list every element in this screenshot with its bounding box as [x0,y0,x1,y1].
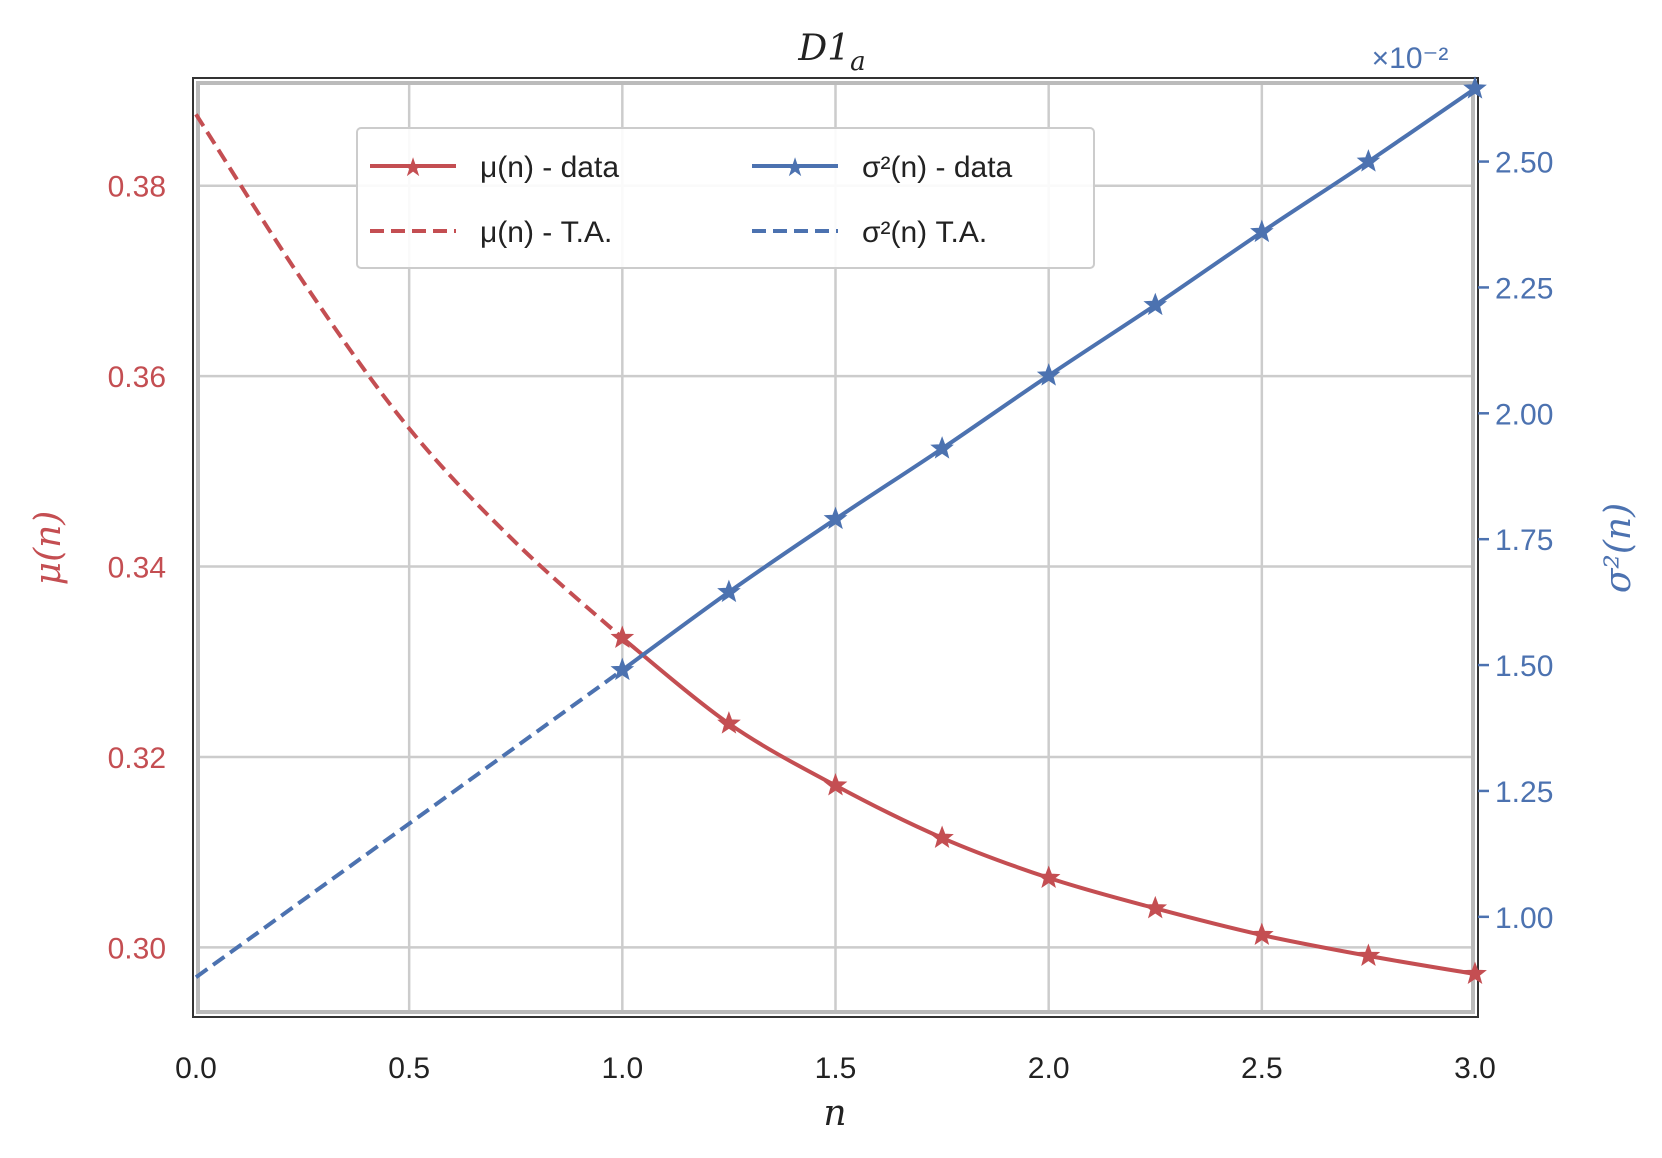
legend-star-sigma-data: ★ [783,153,806,183]
x-tick-label: 1.0 [601,1052,643,1085]
data-point-mu-data [823,773,848,796]
legend: ★ μ(n) - data μ(n) - T.A. ★ σ²(n) - data… [356,127,1095,269]
y-left-tick-label: 0.32 [108,742,166,775]
series-line-mu-ta [194,113,624,640]
data-point-sigma-data [1463,76,1487,99]
data-point-mu-data [1143,895,1168,919]
data-point-mu-data [1036,865,1061,888]
legend-label-mu-data: μ(n) - data [480,151,619,184]
data-point-sigma-data [823,506,848,530]
data-point-mu-data [717,711,741,734]
chart-title-main: D1 [797,28,850,69]
chart-title-subscript: a [850,47,866,77]
series-layer [194,76,1487,985]
legend-label-sigma-data: σ²(n) - data [862,151,1013,184]
legend-label-mu-ta: μ(n) - T.A. [480,216,612,249]
legend-label-sigma-ta: σ²(n) T.A. [862,216,987,249]
data-point-sigma-data [1250,219,1274,243]
series-line-sigma-ta [194,668,624,979]
data-point-mu-data [930,825,954,848]
y-right-tick-label: 1.50 [1495,650,1553,683]
data-point-sigma-data [1356,149,1381,172]
data-point-sigma-data [930,436,954,459]
y-left-tick-label: 0.38 [108,171,166,204]
legend-item-mu-data: ★ μ(n) - data [370,151,619,184]
y-right-axis-title: σ²(n) [1598,503,1639,593]
y-right-tick-label: 1.25 [1495,776,1553,809]
x-tick-label: 3.0 [1454,1052,1496,1085]
chart-title: D1a [797,28,865,77]
y-right-tick-label: 2.00 [1495,398,1553,431]
x-tick-label: 0.5 [388,1052,430,1085]
y-right-tick-label: 1.75 [1495,524,1553,557]
data-point-mu-data [1463,961,1487,985]
y-left-tick-label: 0.30 [108,932,166,965]
y-left-tick-label: 0.34 [108,552,166,585]
y-left-tick-label: 0.36 [108,361,166,394]
y-right-tick-label: 1.00 [1495,902,1553,935]
plot-frame [192,77,1479,1018]
x-tick-label: 2.0 [1028,1052,1070,1085]
plot-frame-inner [196,81,1475,1014]
right-axis-multiplier: ×10⁻² [1372,42,1449,75]
legend-box [356,127,1095,269]
x-tick-label: 0.0 [175,1052,217,1085]
data-point-sigma-data [1036,363,1061,386]
data-point-sigma-data [717,579,741,603]
legend-item-sigma-ta: σ²(n) T.A. [752,216,987,249]
legend-item-mu-ta: μ(n) - T.A. [370,216,612,249]
ticks-layer: 0.0 0.5 1.0 1.5 2.0 2.5 3.0 0.30 0.32 0.34 0.36 0.3… [108,147,1554,1085]
y-right-tick-label: 2.50 [1495,147,1553,180]
x-tick-label: 1.5 [815,1052,857,1085]
y-left-axis-title: μ(n) [28,511,69,586]
legend-item-sigma-data: ★ σ²(n) - data [752,151,1013,184]
y-right-tick-label: 2.25 [1495,272,1553,305]
x-tick-label: 2.5 [1241,1052,1283,1085]
data-point-mu-data [1356,943,1381,966]
legend-star-mu-data: ★ [401,153,424,183]
x-axis-title: n [823,1093,846,1134]
data-point-mu-data [1250,922,1274,946]
data-point-sigma-data [610,657,635,681]
data-point-sigma-data [1143,292,1168,316]
